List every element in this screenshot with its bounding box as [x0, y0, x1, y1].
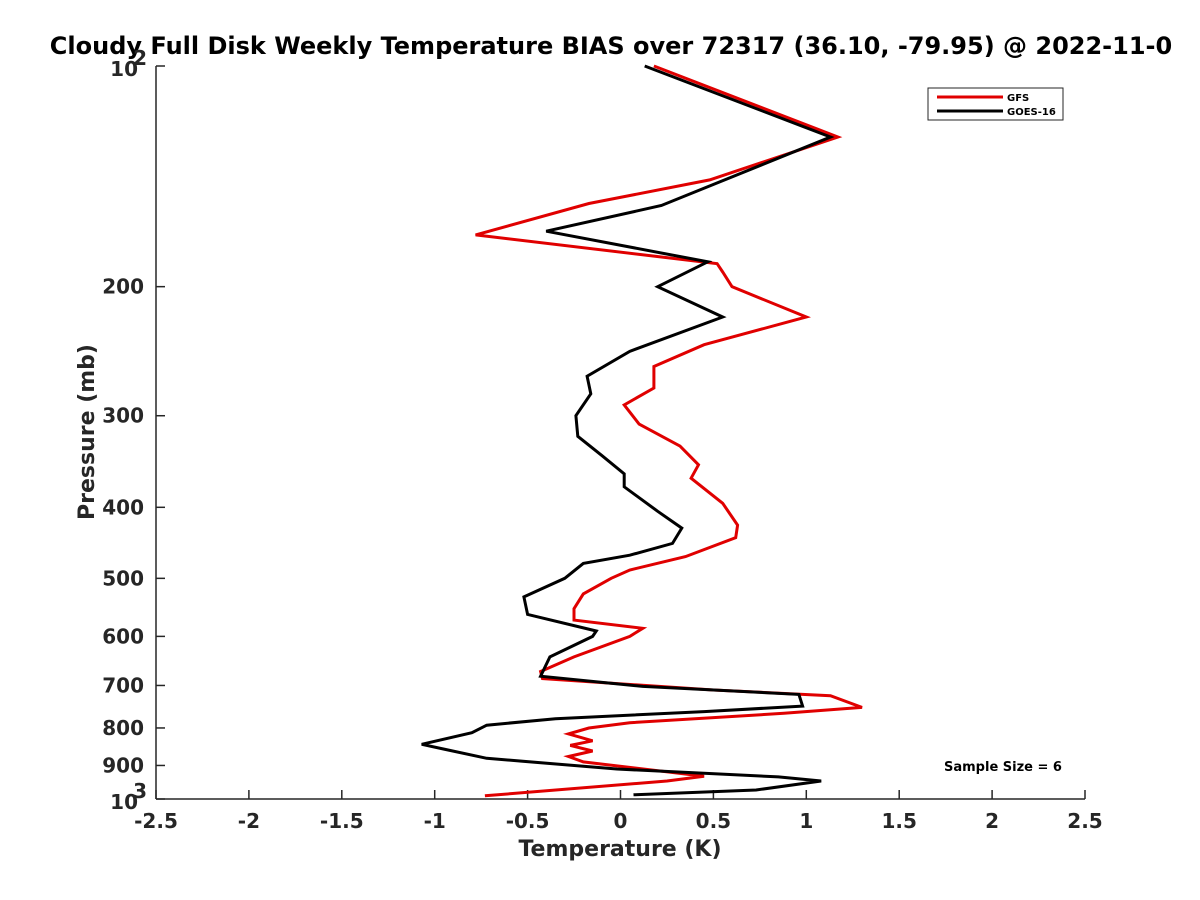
x-tick-label: -2.5 — [134, 809, 178, 833]
y-tick-label: 800 — [102, 716, 144, 740]
x-axis-label: Temperature (K) — [518, 837, 721, 862]
legend: GFS GOES-16 — [927, 87, 1064, 121]
y-tick-label: 900 — [102, 753, 144, 777]
y-tick-exponent: 3 — [133, 779, 147, 803]
series-line-goes-16 — [421, 64, 835, 797]
x-tick-label: 1.5 — [881, 809, 916, 833]
sample-size-annotation: Sample Size = 6 — [944, 760, 1062, 775]
y-tick-base: 10 — [110, 57, 138, 81]
x-tick-label: 1 — [799, 809, 813, 833]
x-tick-label: 0 — [614, 809, 628, 833]
series-line-gfs — [475, 64, 863, 798]
x-tick-label: -1 — [424, 809, 446, 833]
y-axis-label: Pressure (mb) — [75, 344, 100, 520]
axis-ticks: -2.5 -2 -1.5 -1 -0.5 0 0.5 1 1.5 2 2.5210200300400… — [102, 46, 1102, 833]
x-tick-label: 2.5 — [1067, 809, 1102, 833]
legend-label: GOES-16 — [1007, 107, 1056, 118]
legend-box — [927, 87, 1064, 121]
y-tick-label: 210 — [110, 46, 147, 81]
y-tick-label: 700 — [102, 673, 144, 697]
plot-area — [155, 66, 1085, 800]
chart-title: Cloudy Full Disk Weekly Temperature BIAS… — [50, 32, 1172, 60]
x-tick-label: 2 — [985, 809, 999, 833]
y-tick-label: 300 — [102, 404, 144, 428]
y-tick-label: 600 — [102, 624, 144, 648]
y-tick-label: 500 — [102, 566, 144, 590]
x-tick-label: -1.5 — [320, 809, 364, 833]
x-tick-label: 0.5 — [696, 809, 731, 833]
series-lines — [421, 64, 863, 798]
y-tick-exponent: 2 — [133, 46, 147, 70]
y-tick-base: 10 — [110, 790, 138, 814]
x-tick-label: -2 — [238, 809, 260, 833]
x-tick-label: -0.5 — [506, 809, 550, 833]
y-tick-label: 200 — [102, 275, 144, 299]
y-tick-label: 400 — [102, 495, 144, 519]
legend-label: GFS — [1007, 93, 1029, 104]
y-tick-label: 310 — [110, 779, 147, 814]
